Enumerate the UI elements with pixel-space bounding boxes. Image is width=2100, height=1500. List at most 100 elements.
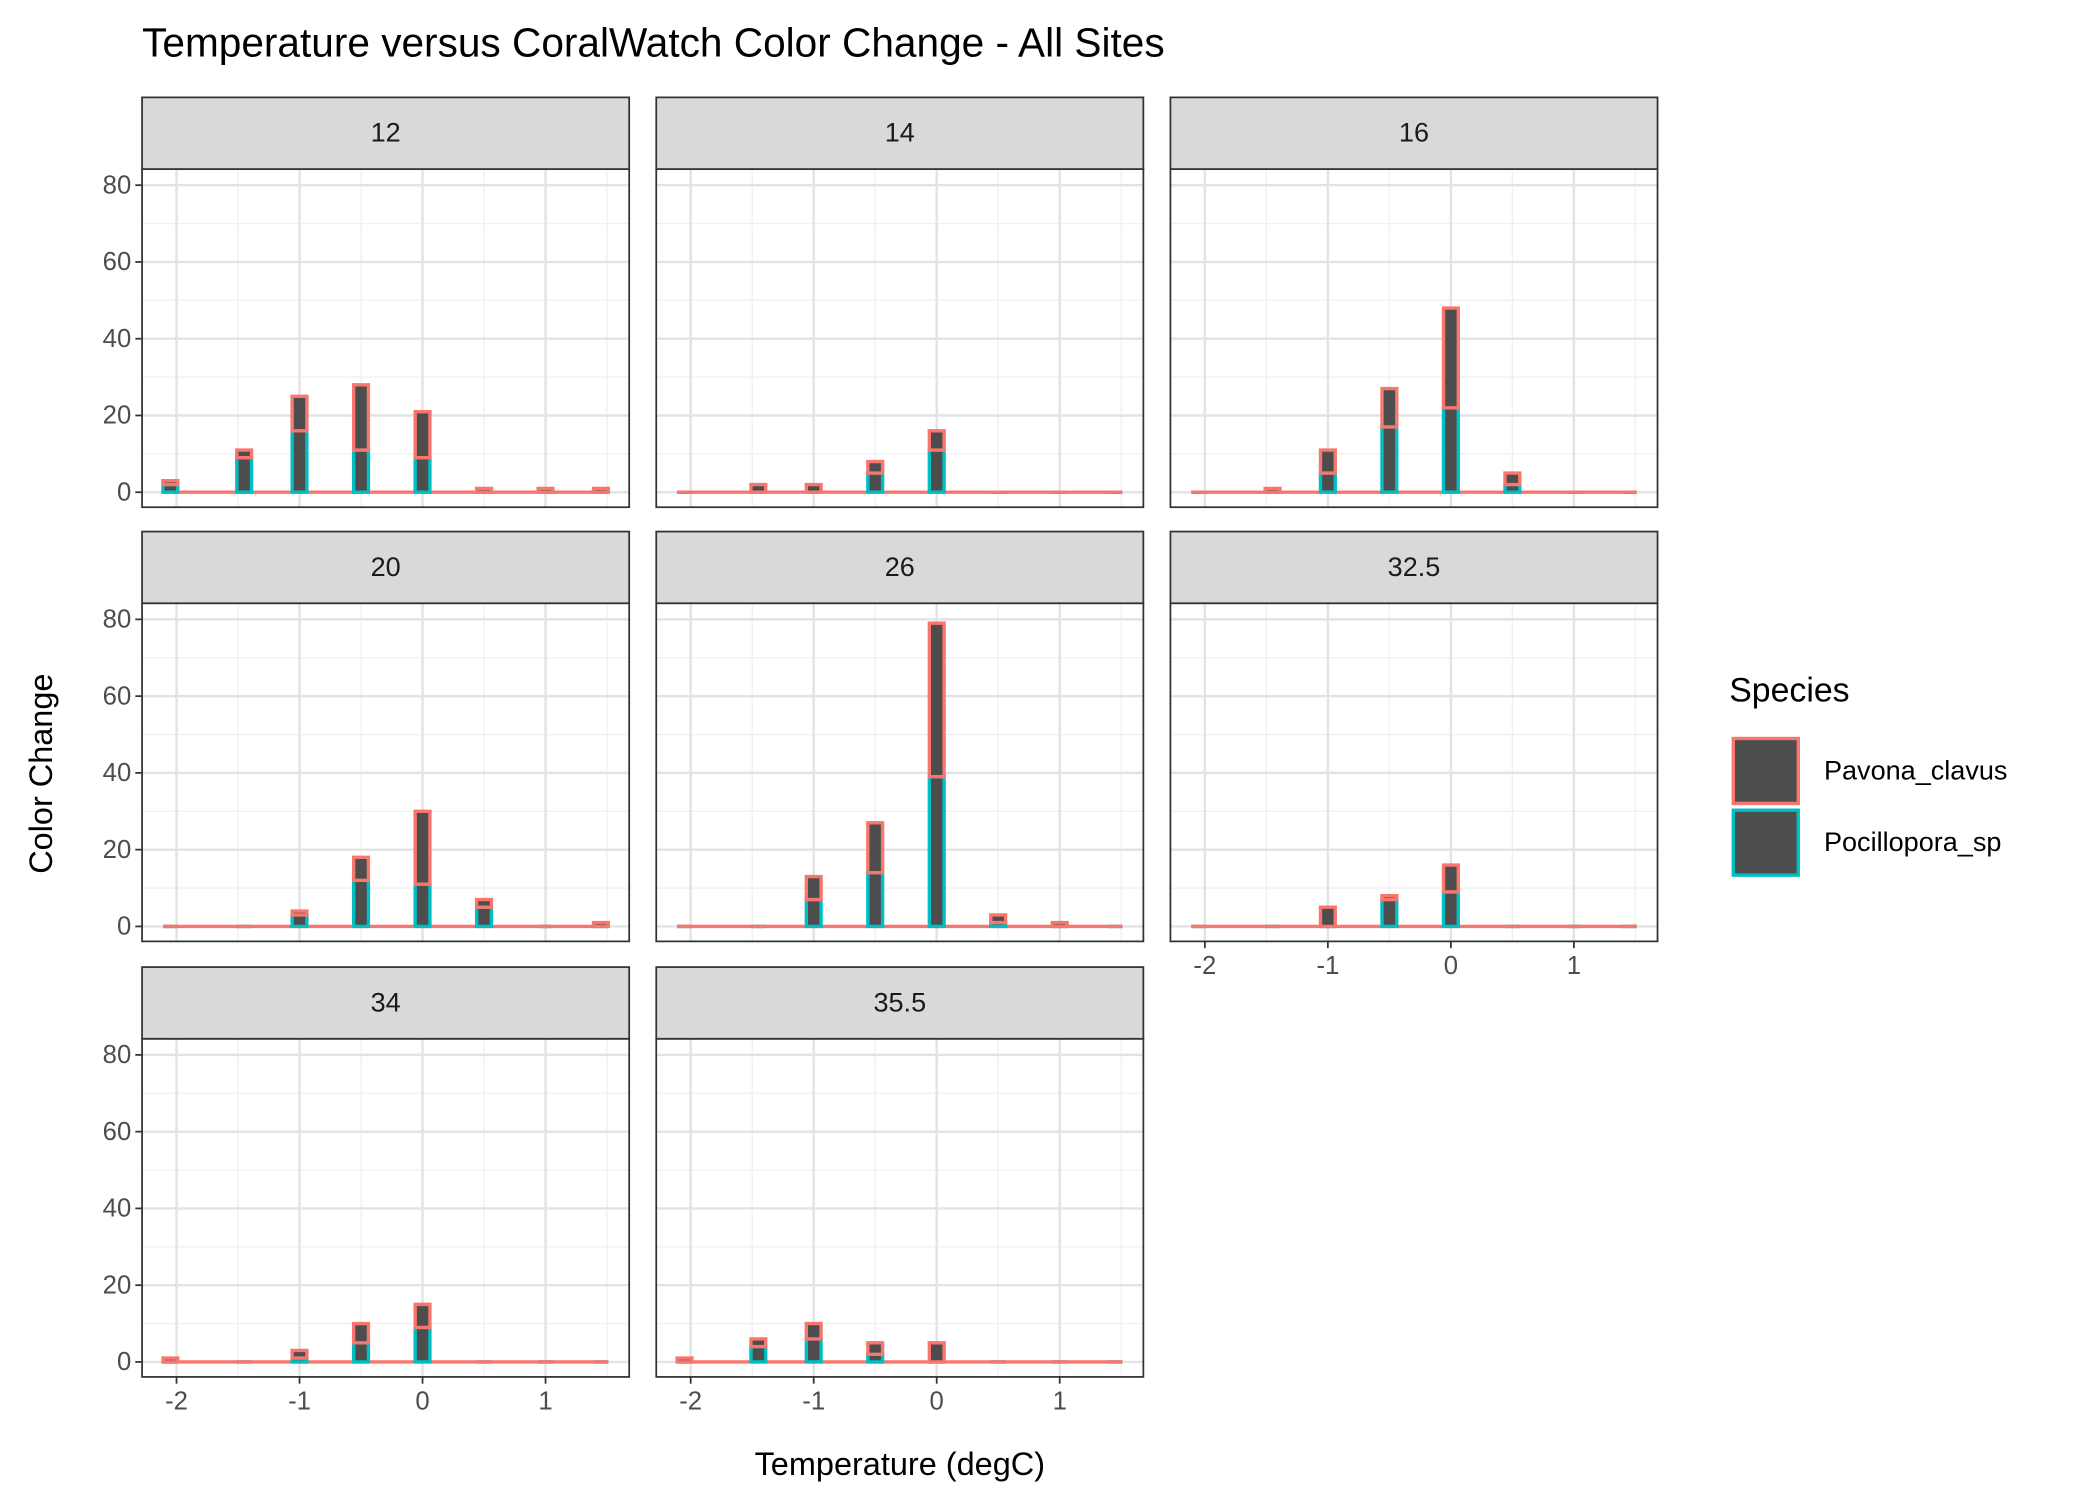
strip xyxy=(655,96,1145,170)
bar xyxy=(749,1344,768,1364)
bar xyxy=(413,1325,432,1364)
bar xyxy=(290,913,309,929)
y-tick-label: 20 xyxy=(103,402,132,430)
bar xyxy=(804,874,823,902)
bar xyxy=(351,383,371,452)
y-tick-label: 20 xyxy=(103,836,132,864)
bar xyxy=(161,1356,180,1364)
bar xyxy=(536,486,555,494)
legend-key xyxy=(1731,808,1800,877)
bar xyxy=(1441,890,1460,929)
bar xyxy=(1380,897,1399,929)
bar xyxy=(989,913,1008,925)
bar xyxy=(474,897,494,909)
y-tick-label: 40 xyxy=(103,325,132,353)
bar xyxy=(351,448,371,494)
y-tick-label: 80 xyxy=(103,606,132,634)
bar xyxy=(927,1341,946,1364)
strip xyxy=(1169,96,1659,170)
strip-label: 12 xyxy=(371,118,401,148)
bar xyxy=(1380,425,1399,494)
strip-label: 16 xyxy=(1399,118,1429,148)
y-tick-label: 40 xyxy=(103,759,132,787)
bar xyxy=(413,456,432,494)
x-tick-label: 0 xyxy=(415,1387,429,1415)
strip-label: 26 xyxy=(885,552,915,582)
bar xyxy=(749,482,768,494)
strip xyxy=(141,530,631,605)
strip xyxy=(1169,530,1659,605)
y-tick-label: 40 xyxy=(103,1195,132,1223)
bar xyxy=(351,878,371,929)
bar xyxy=(1441,406,1460,494)
bar xyxy=(804,1321,823,1341)
x-tick-label: -1 xyxy=(288,1387,311,1415)
strip-label: 20 xyxy=(371,552,401,582)
bar xyxy=(1441,306,1460,410)
strip xyxy=(141,96,631,170)
bar xyxy=(1380,894,1399,902)
bar xyxy=(1441,863,1460,894)
bar xyxy=(474,486,494,494)
bar xyxy=(866,821,885,875)
bar xyxy=(804,1337,823,1364)
bar xyxy=(1050,920,1069,929)
strip xyxy=(655,966,1145,1040)
x-tick-label: 1 xyxy=(538,1387,552,1415)
bar xyxy=(1318,905,1337,929)
bar xyxy=(591,486,610,494)
bar xyxy=(804,897,823,929)
bar xyxy=(927,429,946,452)
x-tick-label: -1 xyxy=(1316,952,1339,980)
y-axis-label: Color Change xyxy=(23,674,59,874)
y-tick-label: 0 xyxy=(117,478,131,506)
legend-key xyxy=(1731,736,1800,806)
bar xyxy=(927,448,946,494)
x-tick-label: -2 xyxy=(679,1387,702,1415)
bar xyxy=(804,482,823,494)
y-tick-label: 0 xyxy=(117,913,131,941)
bar xyxy=(413,409,432,460)
y-tick-label: 60 xyxy=(103,1118,132,1146)
bar xyxy=(413,882,432,929)
legend-label: Pocillopora_sp xyxy=(1824,827,2001,857)
y-tick-label: 80 xyxy=(103,1041,132,1069)
y-tick-label: 20 xyxy=(103,1271,132,1299)
x-tick-label: -2 xyxy=(165,1387,188,1415)
bar xyxy=(161,479,180,487)
bar xyxy=(351,1321,371,1345)
bar xyxy=(290,429,309,494)
strip-label: 34 xyxy=(371,987,401,1017)
y-tick-label: 80 xyxy=(103,171,132,199)
bar xyxy=(290,1348,309,1360)
y-tick-label: 60 xyxy=(103,248,132,276)
x-tick-label: 1 xyxy=(1053,1387,1067,1415)
bar xyxy=(290,909,309,917)
bar xyxy=(351,855,371,883)
y-tick-label: 60 xyxy=(103,682,132,710)
x-tick-label: 1 xyxy=(1567,952,1581,980)
strip-label: 35.5 xyxy=(873,987,926,1017)
bar xyxy=(866,1341,885,1356)
strip xyxy=(141,966,631,1040)
bar xyxy=(675,1356,694,1364)
x-tick-label: -2 xyxy=(1193,952,1216,980)
bar xyxy=(235,456,254,494)
x-tick-label: 0 xyxy=(930,1387,944,1415)
bar xyxy=(749,1337,768,1349)
bar xyxy=(474,905,494,929)
bar xyxy=(1263,486,1282,494)
bar xyxy=(413,809,432,886)
bar xyxy=(413,1302,432,1330)
strip-label: 32.5 xyxy=(1388,552,1441,582)
y-tick-label: 0 xyxy=(117,1348,131,1376)
bar xyxy=(866,870,885,929)
bar xyxy=(1318,448,1337,475)
bar xyxy=(235,448,254,460)
bar xyxy=(290,394,309,433)
strip xyxy=(655,530,1145,605)
bar xyxy=(591,920,610,929)
x-axis-label: Temperature (degC) xyxy=(755,1446,1045,1482)
